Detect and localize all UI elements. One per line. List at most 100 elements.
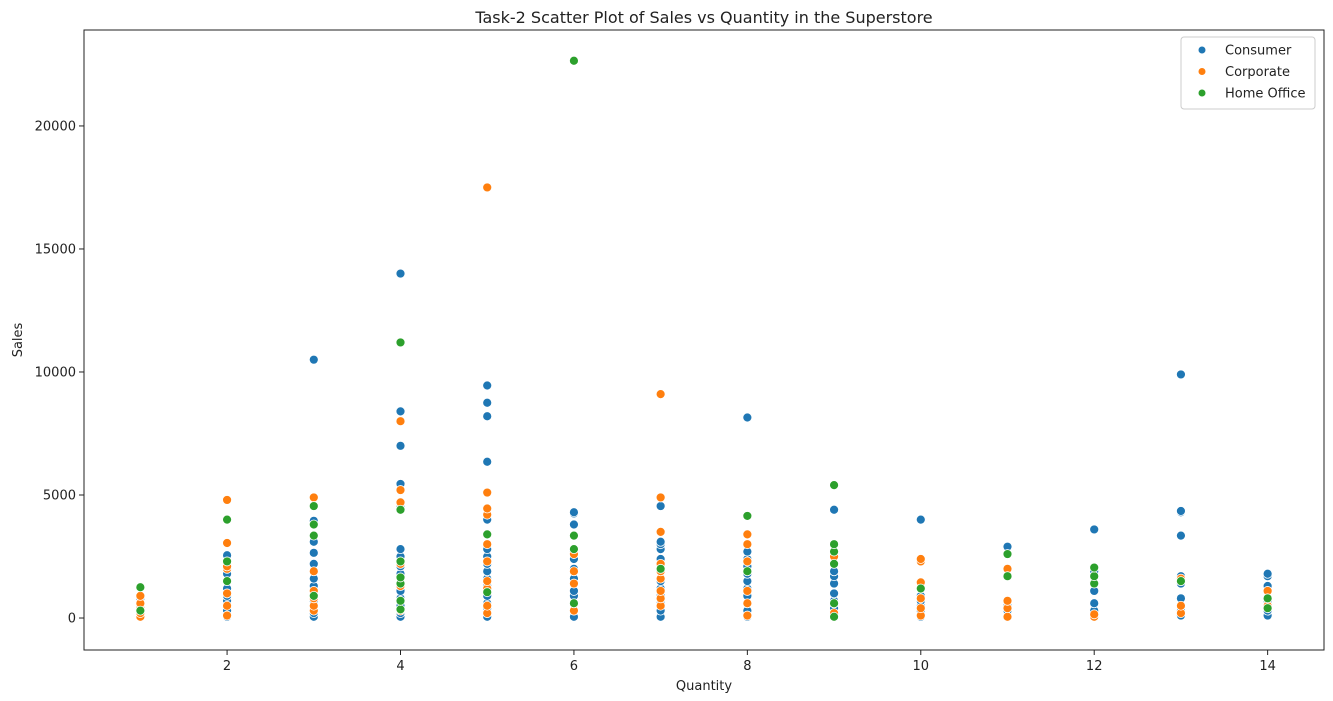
legend-box xyxy=(1180,36,1316,110)
data-point xyxy=(308,354,319,365)
data-point xyxy=(308,519,319,530)
data-point xyxy=(222,588,232,599)
data-point xyxy=(308,590,319,601)
data-point xyxy=(829,598,839,609)
data-point xyxy=(915,593,926,604)
data-point xyxy=(135,590,146,601)
x-tick-label: 8 xyxy=(743,659,751,674)
data-point xyxy=(655,389,666,400)
data-point xyxy=(482,539,493,550)
data-point xyxy=(482,556,493,567)
data-point xyxy=(222,538,232,548)
data-point xyxy=(569,598,579,609)
data-point xyxy=(829,588,839,599)
data-point xyxy=(482,380,493,391)
data-point xyxy=(829,480,839,491)
data-point xyxy=(482,529,493,540)
y-axis: 0 5000 10000 15000 20000 xyxy=(35,119,84,627)
data-point xyxy=(395,604,406,615)
data-point xyxy=(655,527,666,537)
legend: Consumer Corporate Home Office xyxy=(1180,36,1316,110)
y-tick-label: 5000 xyxy=(43,489,76,504)
data-point xyxy=(1262,568,1273,579)
data-point xyxy=(829,504,839,515)
x-tick-label: 2 xyxy=(223,659,231,674)
data-point xyxy=(742,566,753,577)
data-point xyxy=(482,487,493,498)
data-point xyxy=(569,55,579,66)
data-point xyxy=(308,530,319,541)
data-point xyxy=(569,519,579,530)
data-point xyxy=(482,503,493,514)
data-point xyxy=(1176,369,1186,380)
data-point xyxy=(1089,571,1100,582)
data-point xyxy=(135,605,146,616)
data-point xyxy=(742,598,753,609)
data-point xyxy=(482,411,493,422)
data-point xyxy=(1002,611,1013,622)
plot-area xyxy=(83,29,1325,651)
data-point xyxy=(395,406,406,417)
data-point xyxy=(742,610,753,621)
data-point xyxy=(742,539,753,550)
data-point xyxy=(569,530,579,541)
data-point xyxy=(395,416,406,427)
data-point xyxy=(1176,576,1186,587)
data-point xyxy=(308,547,319,558)
legend-marker xyxy=(1198,46,1206,54)
data-point xyxy=(395,268,406,279)
data-point xyxy=(395,485,406,495)
data-point xyxy=(829,558,839,569)
data-point xyxy=(482,456,493,467)
data-point xyxy=(222,495,232,505)
data-point xyxy=(742,556,753,567)
y-tick-label: 0 xyxy=(68,612,76,627)
data-point xyxy=(829,611,839,622)
data-point xyxy=(482,397,493,408)
y-tick-label: 10000 xyxy=(35,365,76,380)
data-point xyxy=(135,582,146,593)
data-point xyxy=(395,337,406,348)
data-point xyxy=(1002,595,1013,606)
data-point xyxy=(1262,593,1273,604)
legend-label: Corporate xyxy=(1225,65,1290,80)
data-point xyxy=(655,586,666,596)
data-point xyxy=(1089,598,1100,609)
data-point xyxy=(1002,549,1013,559)
data-point xyxy=(1262,603,1273,614)
data-point xyxy=(569,544,579,555)
series-home-office xyxy=(135,55,1273,622)
data-point xyxy=(1176,506,1186,516)
legend-label: Home Office xyxy=(1225,87,1305,102)
data-point xyxy=(1089,609,1100,620)
data-point xyxy=(569,566,579,577)
legend-marker xyxy=(1198,68,1206,75)
data-point xyxy=(308,501,319,511)
data-point xyxy=(829,539,839,550)
data-point xyxy=(742,586,753,596)
data-point xyxy=(655,492,666,503)
data-point xyxy=(915,554,926,564)
data-point xyxy=(1176,530,1186,541)
x-tick-label: 6 xyxy=(570,659,578,674)
data-point xyxy=(915,583,926,594)
data-point xyxy=(308,492,319,503)
data-point xyxy=(308,566,319,577)
data-point xyxy=(222,610,232,621)
x-axis: 2 4 6 8 10 12 14 xyxy=(223,650,1276,674)
x-axis-label: Quantity xyxy=(676,679,732,694)
data-point xyxy=(395,504,406,515)
data-point xyxy=(742,412,753,423)
legend-marker xyxy=(1198,89,1206,97)
y-axis-label: Sales xyxy=(11,322,26,357)
data-point xyxy=(1089,562,1100,573)
data-point xyxy=(915,603,926,614)
data-point xyxy=(222,576,232,587)
data-point xyxy=(482,576,493,587)
data-point xyxy=(395,556,406,567)
data-point xyxy=(1002,571,1013,582)
x-tick-label: 4 xyxy=(396,659,404,674)
data-point xyxy=(655,501,666,511)
data-point xyxy=(222,600,232,611)
